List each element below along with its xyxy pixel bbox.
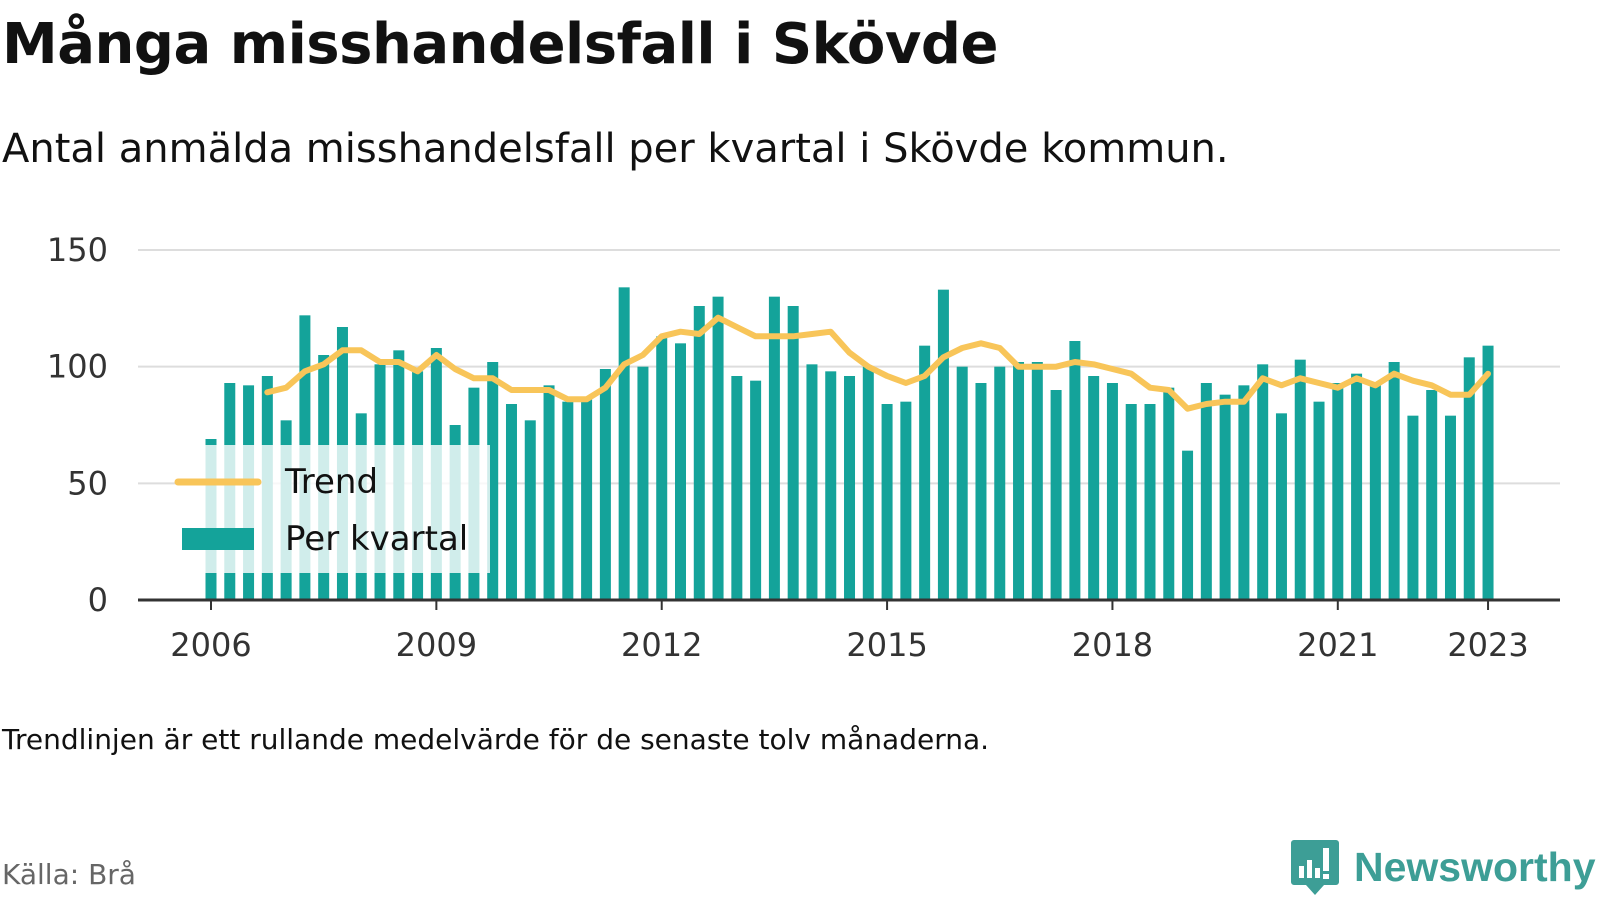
bar <box>1050 390 1062 600</box>
bar <box>1069 341 1081 600</box>
y-tick-label: 50 <box>67 464 108 502</box>
bar <box>1426 390 1438 600</box>
chart-area: 0 50 100 150 2006 2009 2012 2015 2018 2021 2023 T… <box>47 231 1560 664</box>
x-axis-ticks: 2006 2009 2012 2015 2018 2021 2023 <box>170 600 1529 664</box>
bar <box>1257 364 1269 600</box>
bar <box>1313 401 1325 600</box>
bar <box>1125 404 1137 600</box>
bar <box>956 366 968 600</box>
legend-background <box>200 445 490 573</box>
bar <box>1444 415 1456 600</box>
bar <box>1351 373 1363 600</box>
y-tick-label: 150 <box>47 231 108 269</box>
bar <box>1275 413 1287 600</box>
legend-bar-swatch <box>182 528 254 550</box>
bar <box>1369 383 1381 600</box>
bar <box>1407 415 1419 600</box>
bar <box>1294 359 1306 600</box>
bar <box>562 401 574 600</box>
bar <box>543 385 555 600</box>
x-tick-label: 2018 <box>1072 626 1153 664</box>
bar <box>1163 387 1175 600</box>
legend-trend-label: Trend <box>284 462 378 502</box>
bar <box>1482 345 1494 600</box>
chart-subtitle: Antal anmälda misshandelsfall per kvarta… <box>2 126 1229 172</box>
trend-line-group <box>264 314 1491 412</box>
bar <box>693 306 705 600</box>
bar <box>937 289 949 600</box>
x-tick-label: 2015 <box>846 626 927 664</box>
bar <box>656 336 668 600</box>
chart-title: Många misshandelsfall i Skövde <box>2 12 998 77</box>
bar <box>581 399 593 600</box>
bar <box>862 366 874 600</box>
bar <box>524 420 536 600</box>
bar <box>919 345 931 600</box>
bar <box>900 401 912 600</box>
bar <box>1332 383 1344 600</box>
legend: Trend Per kvartal <box>174 445 490 573</box>
bar <box>1238 385 1250 600</box>
bar <box>505 404 517 600</box>
bar <box>618 287 630 600</box>
bar <box>599 369 611 600</box>
y-tick-label: 100 <box>47 348 108 386</box>
bar <box>712 296 724 600</box>
bar <box>675 343 686 600</box>
source-credit: Källa: Brå <box>2 858 136 891</box>
x-tick-label: 2023 <box>1447 626 1528 664</box>
legend-bar-label: Per kvartal <box>285 519 468 559</box>
bar <box>825 371 837 600</box>
bar <box>1106 383 1118 600</box>
x-tick-label: 2021 <box>1297 626 1378 664</box>
bar <box>731 376 743 600</box>
newsworthy-logo: Newsworthy <box>1290 838 1596 896</box>
bar <box>787 306 799 600</box>
bar <box>1388 362 1400 600</box>
y-tick-label: 0 <box>88 581 108 619</box>
x-tick-label: 2012 <box>621 626 702 664</box>
bar <box>1200 383 1212 600</box>
bar <box>1219 394 1231 600</box>
bar <box>1144 404 1156 600</box>
bar <box>994 366 1006 600</box>
bar <box>844 376 856 600</box>
bar <box>487 362 499 600</box>
bar <box>806 364 818 600</box>
bar <box>1013 362 1025 600</box>
bar <box>881 404 893 600</box>
footnote: Trendlinjen är ett rullande medelvärde f… <box>2 723 990 756</box>
bar <box>1088 376 1100 600</box>
x-tick-label: 2006 <box>170 626 251 664</box>
bar-chart-speech-bubble-icon <box>1291 840 1339 895</box>
x-tick-label: 2009 <box>396 626 477 664</box>
y-axis-ticks: 0 50 100 150 <box>47 231 108 619</box>
brand-name: Newsworthy <box>1354 843 1596 890</box>
bar <box>768 296 780 600</box>
bar <box>750 380 762 600</box>
bar <box>1463 357 1475 600</box>
bar <box>1182 450 1194 600</box>
bar <box>1031 362 1043 600</box>
trend-line <box>264 314 1491 412</box>
bar <box>637 366 649 600</box>
bar <box>975 383 987 600</box>
